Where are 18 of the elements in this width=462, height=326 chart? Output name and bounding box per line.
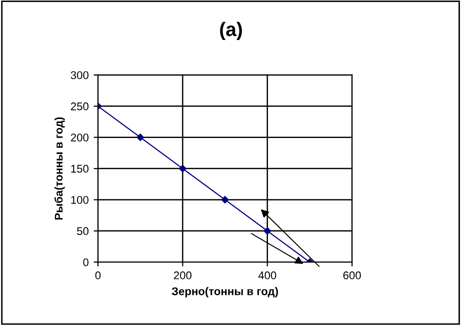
x-axis-title: Зерно(тонны в год) [172,287,278,298]
point [264,227,271,235]
y-tick-label: 200 [70,134,88,142]
y-tick-label: 50 [77,227,88,236]
y-tick-label: 100 [71,196,88,204]
y-tick-label: 150 [71,164,88,173]
y-axis-title: Рыба(тонны в год) [54,117,65,220]
point [179,164,186,172]
y-tick-label: 300 [70,71,88,80]
y-tick-label: 250 [70,102,88,110]
x-tick-label: 200 [174,271,192,280]
x-tick-label: 600 [343,271,361,280]
point [221,196,229,204]
x-tick-label: 400 [258,271,276,280]
y-tick-label: 0 [83,258,88,266]
point [136,134,144,141]
x-tick-label: 0 [95,271,101,280]
chart-title: (a) [220,22,242,40]
